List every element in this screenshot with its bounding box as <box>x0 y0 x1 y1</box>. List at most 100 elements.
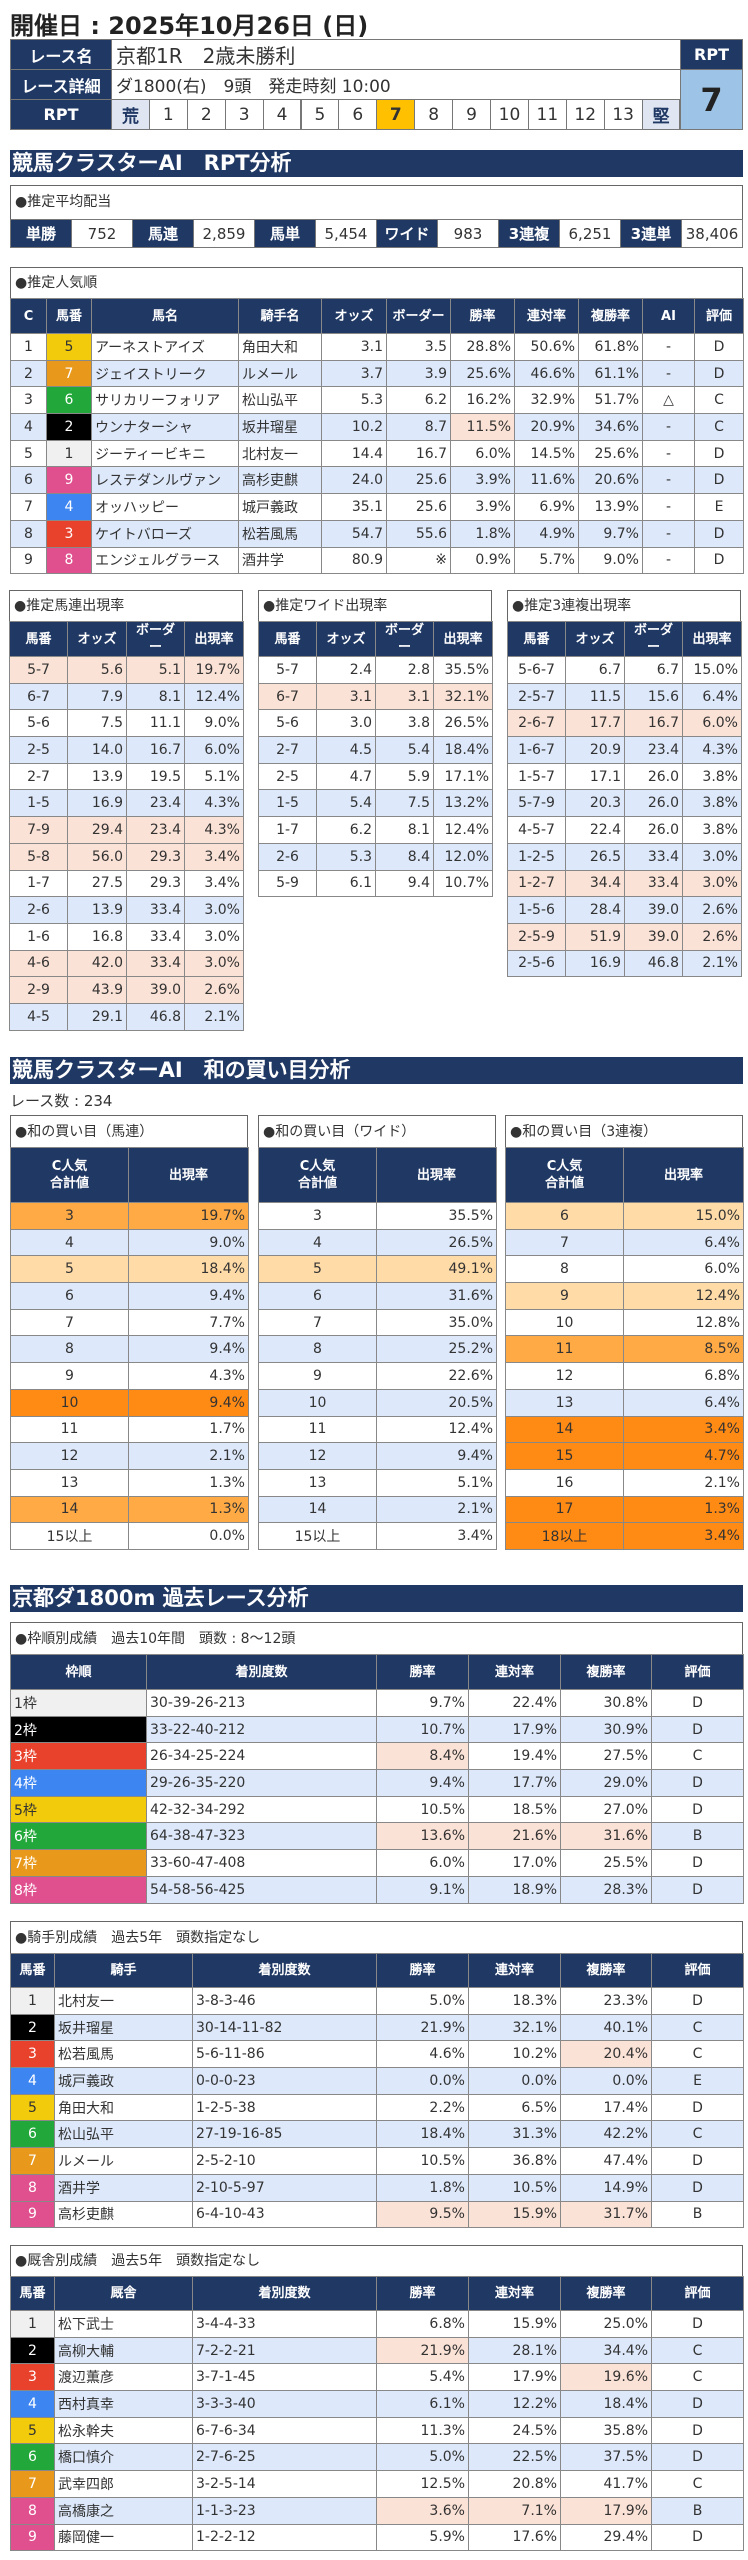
win-rate: 9.4% <box>376 1769 469 1797</box>
table-row: 8 3 ケイトバローズ 松若風馬 54.7 55.6 1.8% 4.9% 9.7% - D <box>10 519 744 548</box>
combination: 2-5-7 <box>507 682 566 711</box>
combination: 4-6 <box>9 949 68 978</box>
rank: 2 <box>10 359 47 388</box>
umaren-box-table: 馬番 オッズ ボーダー 出現率 5-7 5.6 5.1 19.7% 6-7 7.9 8.1 12.4%… <box>9 621 244 1031</box>
win-rate: 25.6% <box>450 359 515 388</box>
appearance-rate: 1.7% <box>128 1415 249 1444</box>
table-row: 3 松若風馬 5-6-11-86 4.6% 10.2% 20.4% C <box>10 2040 744 2069</box>
name: 武幸四郎 <box>54 2470 193 2498</box>
combination: 4-5 <box>9 1002 68 1031</box>
table-row: 4枠 29-26-35-220 9.4% 17.7% 29.0% D <box>10 1769 744 1797</box>
table-row: 1-2-7 34.4 33.4 3.0% <box>507 869 742 898</box>
name: 藤岡健一 <box>54 2523 193 2552</box>
odds: 29.4 <box>67 816 127 844</box>
horse-number: 8 <box>46 546 92 575</box>
place-rate: 34.6% <box>578 413 643 441</box>
quinella-rate: 22.4% <box>468 1689 561 1717</box>
appearance-rate: 9.4% <box>128 1388 249 1417</box>
odds: 16.9 <box>67 789 127 818</box>
combination: 5-8 <box>9 842 68 871</box>
horse-number: 7 <box>10 2147 55 2175</box>
table-row: 6枠 64-38-47-323 13.6% 21.6% 31.6% B <box>10 1822 744 1851</box>
ai-mark: - <box>642 546 695 575</box>
wide-box-title: ●推定ワイド出現率 <box>259 591 491 622</box>
combination: 4-5-7 <box>507 816 566 844</box>
appearance-rate: 35.5% <box>376 1202 497 1230</box>
horse-name: アーネストアイズ <box>91 333 239 361</box>
win-rate: 6.8% <box>376 2310 469 2338</box>
border: 8.4 <box>375 842 434 871</box>
place-rate: 18.4% <box>560 2390 652 2418</box>
appearance-rate: 15.0% <box>623 1202 744 1230</box>
finish-record: 5-6-11-86 <box>192 2040 377 2069</box>
combination: 6-7 <box>258 682 317 711</box>
table-row: 3 19.7% <box>10 1202 249 1230</box>
table-row: 8 25.2% <box>258 1335 497 1364</box>
table-row: 8 9.4% <box>10 1335 249 1364</box>
win-rate: 6.1% <box>376 2390 469 2418</box>
table-row: 11 12.4% <box>258 1415 497 1444</box>
quinella-rate: 21.6% <box>468 1822 561 1851</box>
odds: 27.5 <box>67 869 127 898</box>
quinella-rate: 19.4% <box>468 1742 561 1771</box>
quinella-rate: 7.1% <box>468 2496 561 2525</box>
umaren-box: ●推定馬連出現率 馬番 オッズ ボーダー 出現率 5-7 5.6 5.1 19.7% 6-7 7.9… <box>9 590 244 1031</box>
finish-record: 64-38-47-323 <box>146 1822 377 1851</box>
border: 33.4 <box>126 949 185 978</box>
horse-number: 1 <box>10 1987 55 2015</box>
rank: 7 <box>10 493 47 521</box>
table-row: 6-7 3.1 3.1 32.1% <box>258 682 493 711</box>
appearance-rate: 20.5% <box>376 1388 497 1417</box>
payout-label: 3連単 <box>620 219 682 248</box>
appearance-rate: 3.8% <box>682 789 742 818</box>
place-rate: 31.6% <box>560 1822 652 1851</box>
rpt-scale-item: 荒 <box>111 99 150 130</box>
border: 3.9 <box>386 359 451 388</box>
popularity-box-title: ●推定人気順 <box>11 268 742 299</box>
appearance-rate: 6.8% <box>623 1362 744 1390</box>
payout-title-box: ●推定平均配当 <box>10 185 743 220</box>
popularity-sum: 17 <box>505 1495 624 1524</box>
table-row: 14 1.3% <box>10 1495 249 1524</box>
combination: 1-7 <box>9 869 68 898</box>
grade: C <box>651 2120 744 2149</box>
table-row: 14 3.4% <box>505 1415 744 1444</box>
odds: 35.1 <box>321 493 387 521</box>
appearance-rate: 9.4% <box>128 1282 249 1310</box>
win-rate: 11.3% <box>376 2416 469 2445</box>
waku-stats-box-table: 枠順 着別度数 勝率 連対率 複勝率 評価 1枠 30-39-26-213 9.7% 22.4% 3… <box>10 1654 744 1904</box>
horse-number: 7 <box>10 2470 55 2498</box>
table-row: 2 高柳大輔 7-2-2-21 21.9% 28.1% 34.4% C <box>10 2336 744 2365</box>
quinella-rate: 17.0% <box>468 1849 561 1877</box>
border: 6.2 <box>386 386 451 415</box>
table-row: 9 22.6% <box>258 1362 497 1390</box>
win-rate: 8.4% <box>376 1742 469 1771</box>
odds: 26.5 <box>565 842 625 871</box>
quinella-rate: 17.6% <box>468 2523 561 2552</box>
rpt-scale-item: 12 <box>565 99 605 130</box>
rpt-scale-item: 2 <box>186 99 226 130</box>
appearance-rate: 6.4% <box>623 1228 744 1257</box>
appearance-rate: 6.4% <box>623 1388 744 1417</box>
odds: 3.1 <box>321 333 387 361</box>
jockey-name: 角田大和 <box>238 333 322 361</box>
jockey-name: 北村友一 <box>238 439 322 468</box>
name: 高橋康之 <box>54 2496 193 2525</box>
appearance-rate: 22.6% <box>376 1362 497 1390</box>
combination: 5-6-7 <box>507 656 566 684</box>
table-row: 2-5-7 11.5 15.6 6.4% <box>507 682 742 711</box>
win-rate: 18.4% <box>376 2120 469 2149</box>
popularity-sum: 8 <box>258 1335 377 1364</box>
appearance-rate: 9.4% <box>376 1442 497 1470</box>
popularity-sum: 3 <box>258 1202 377 1230</box>
popularity-sum: 5 <box>10 1255 129 1284</box>
grade: C <box>651 2363 744 2392</box>
odds: 11.5 <box>565 682 625 711</box>
table-row: 4 2 ウンナターシャ 坂井瑠星 10.2 8.7 11.5% 20.9% 34.6% - C <box>10 413 744 441</box>
horse-number: 6 <box>46 386 92 415</box>
place-rate: 40.1% <box>560 2013 652 2042</box>
appearance-rate: 0.0% <box>128 1522 249 1550</box>
win-rate: 5.0% <box>376 2443 469 2472</box>
popularity-box: ●推定人気順 C 馬番 馬名 騎手名 オッズ ボーダー 勝率 連対率 複勝率 AI 評価 1 5 アーネスト… <box>10 267 744 575</box>
column-header: 馬名 <box>91 298 239 334</box>
